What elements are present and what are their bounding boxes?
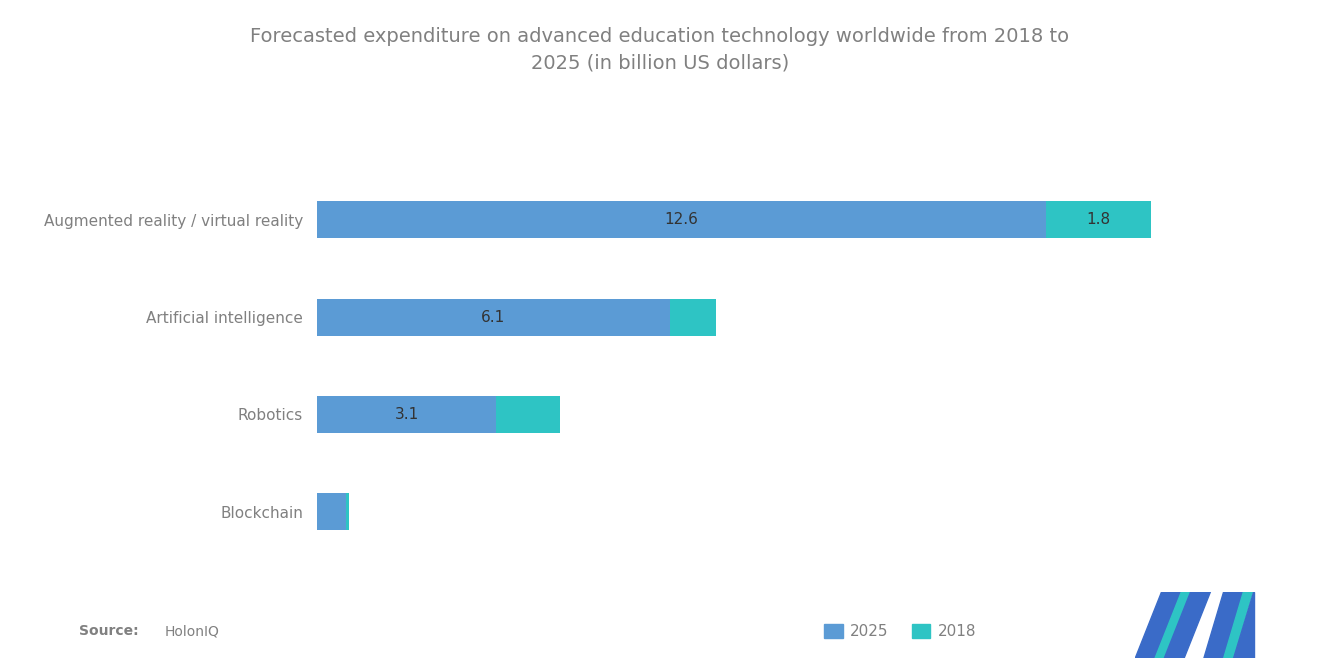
Bar [346, 493, 350, 530]
Polygon shape [1164, 592, 1210, 658]
Legend: 2025, 2018: 2025, 2018 [818, 618, 982, 646]
Text: 12.6: 12.6 [665, 212, 698, 227]
Bar [317, 396, 496, 433]
Text: 1.8: 1.8 [1086, 212, 1110, 227]
Polygon shape [1155, 592, 1191, 658]
Text: 3.1: 3.1 [395, 407, 418, 422]
Polygon shape [1204, 592, 1243, 658]
Bar [1047, 201, 1151, 238]
Text: HolonIQ: HolonIQ [165, 624, 220, 638]
Polygon shape [1233, 592, 1254, 658]
Polygon shape [1135, 592, 1181, 658]
Text: Source:: Source: [79, 624, 139, 638]
Bar [317, 493, 346, 530]
Polygon shape [1224, 592, 1253, 658]
Bar [317, 299, 671, 336]
Text: 6.1: 6.1 [482, 310, 506, 325]
Bar [496, 396, 560, 433]
Bar [671, 299, 717, 336]
Bar [317, 201, 1047, 238]
Text: Forecasted expenditure on advanced education technology worldwide from 2018 to
2: Forecasted expenditure on advanced educa… [251, 27, 1069, 72]
